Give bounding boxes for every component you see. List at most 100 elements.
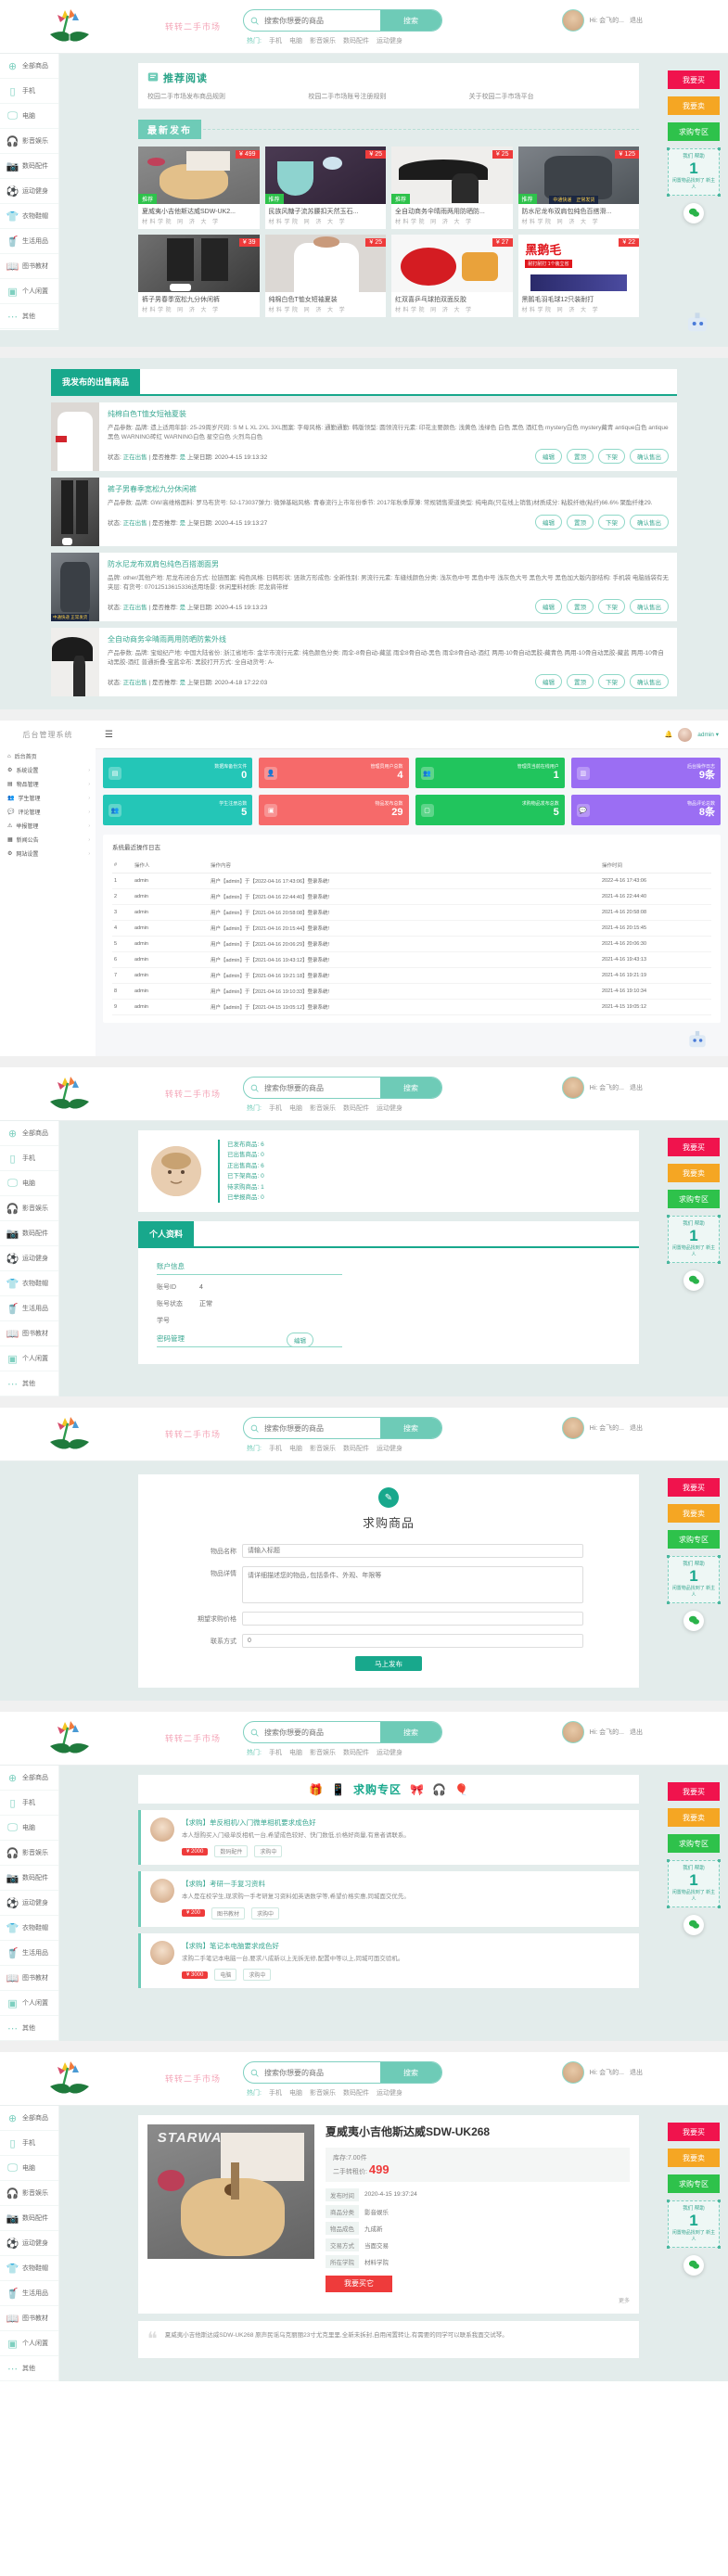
hot-keyword-0[interactable]: 手机 bbox=[268, 1446, 282, 1452]
sidebar-item-other[interactable]: ⋯ 其他 bbox=[0, 2356, 58, 2381]
more-link[interactable]: 更多 bbox=[618, 2298, 630, 2304]
sidebar-item-computer[interactable]: 🖵 电脑 bbox=[0, 1816, 58, 1841]
sidebar-item-media[interactable]: 🎧 影音娱乐 bbox=[0, 1841, 58, 1866]
expected-price-input[interactable] bbox=[242, 1612, 583, 1626]
product-card[interactable]: ¥ 25 推荐 民族风糖子流苏腰扣天然玉石... 材料学院 同 济 大 学 bbox=[264, 147, 386, 229]
want-to-buy-button[interactable]: 我要买 bbox=[668, 1138, 720, 1156]
listing-row[interactable]: 裤子男春季宽松九分休闲裤 产品参数: 品牌: GW/高维格面料: 罗马布货号: … bbox=[51, 478, 677, 546]
hot-keyword-2[interactable]: 影音娱乐 bbox=[309, 1446, 336, 1452]
admin-menu-system[interactable]: ⚙ 系统设置 › bbox=[0, 763, 96, 777]
sidebar-item-all[interactable]: ⊕ 全部商品 bbox=[0, 54, 58, 79]
hot-keyword-0[interactable]: 手机 bbox=[268, 2090, 282, 2097]
bell-icon[interactable]: 🔔 bbox=[664, 732, 673, 738]
product-card[interactable]: ¥ 27 红双喜乒乓球拍双面反胶 材料学院 同 济 大 学 bbox=[391, 235, 513, 317]
sidebar-item-sport[interactable]: ⚽ 运动健身 bbox=[0, 179, 58, 204]
want-to-sell-button[interactable]: 我要卖 bbox=[668, 2149, 720, 2167]
logout-link[interactable]: 退出 bbox=[630, 1085, 643, 1091]
sidebar-item-phone[interactable]: ▯ 手机 bbox=[0, 79, 58, 104]
sidebar-item-computer[interactable]: 🖵 电脑 bbox=[0, 1171, 58, 1196]
hot-keyword-3[interactable]: 数码配件 bbox=[342, 2090, 369, 2097]
sidebar-item-phone[interactable]: ▯ 手机 bbox=[0, 1146, 58, 1171]
sidebar-item-sport[interactable]: ⚽ 运动健身 bbox=[0, 1891, 58, 1916]
edit-button[interactable]: 编辑 bbox=[535, 674, 562, 690]
hot-keyword-4[interactable]: 运动健身 bbox=[376, 38, 402, 45]
logout-link[interactable]: 退出 bbox=[630, 1425, 643, 1432]
search-input[interactable] bbox=[264, 2062, 380, 2083]
site-logo[interactable] bbox=[0, 2052, 139, 2106]
hot-keyword-3[interactable]: 数码配件 bbox=[342, 1750, 369, 1756]
search-button[interactable]: 搜索 bbox=[380, 1722, 441, 1742]
hot-keyword-1[interactable]: 电脑 bbox=[288, 2090, 302, 2097]
stat-tile[interactable]: 👥 管理员当前在线用户 1 bbox=[415, 758, 565, 788]
search-button[interactable]: 搜索 bbox=[380, 10, 441, 31]
hot-keyword-4[interactable]: 运动健身 bbox=[376, 1446, 402, 1452]
hot-keyword-1[interactable]: 电脑 bbox=[288, 38, 302, 45]
search-button[interactable]: 搜索 bbox=[380, 1078, 441, 1098]
search-box[interactable]: 搜索 bbox=[243, 2061, 442, 2084]
pin-button[interactable]: 置顶 bbox=[567, 674, 594, 690]
want-to-sell-button[interactable]: 我要卖 bbox=[668, 1164, 720, 1182]
hot-keyword-2[interactable]: 影音娱乐 bbox=[309, 1750, 336, 1756]
edit-button[interactable]: 编辑 bbox=[287, 1333, 313, 1348]
stat-tile[interactable]: ▤ 数据库备份文件 0 bbox=[103, 758, 253, 788]
wechat-icon[interactable] bbox=[683, 1914, 704, 1935]
admin-menu-students[interactable]: 👥 学生管理 › bbox=[0, 791, 96, 805]
product-card[interactable]: ¥ 25 推荐 全自动商务伞晴雨两用防晒防... 材料学院 同 济 大 学 bbox=[391, 147, 513, 229]
confirm-sold-button[interactable]: 确认售出 bbox=[630, 599, 669, 615]
search-input[interactable] bbox=[264, 10, 380, 31]
sidebar-item-personal[interactable]: ▣ 个人闲置 bbox=[0, 2331, 58, 2356]
sidebar-item-personal[interactable]: ▣ 个人闲置 bbox=[0, 279, 58, 304]
avatar[interactable] bbox=[151, 1146, 201, 1197]
avatar[interactable] bbox=[561, 1077, 584, 1099]
sidebar-item-all[interactable]: ⊕ 全部商品 bbox=[0, 1766, 58, 1791]
site-logo[interactable] bbox=[0, 1712, 139, 1766]
edit-button[interactable]: 编辑 bbox=[535, 599, 562, 615]
edit-button[interactable]: 编辑 bbox=[535, 449, 562, 465]
want-to-sell-button[interactable]: 我要卖 bbox=[668, 96, 720, 115]
hot-keyword-2[interactable]: 影音娱乐 bbox=[309, 1105, 336, 1112]
publish-button[interactable]: 马上发布 bbox=[355, 1656, 422, 1671]
rec-link-1[interactable]: 校园二手市场账号注册规则 bbox=[308, 94, 387, 100]
pin-button[interactable]: 置顶 bbox=[567, 515, 594, 530]
sidebar-item-other[interactable]: ⋯ 其他 bbox=[0, 2016, 58, 2041]
sidebar-item-all[interactable]: ⊕ 全部商品 bbox=[0, 2106, 58, 2131]
buy-zone-button[interactable]: 求购专区 bbox=[668, 2174, 720, 2193]
item-title[interactable]: 【求购】单反相机/入门微单相机要求成色好 bbox=[182, 1818, 316, 1827]
site-logo[interactable] bbox=[0, 0, 139, 54]
pin-button[interactable]: 置顶 bbox=[567, 599, 594, 615]
item-detail-textarea[interactable] bbox=[242, 1566, 583, 1603]
sidebar-item-computer[interactable]: 🖵 电脑 bbox=[0, 104, 58, 129]
rec-link-0[interactable]: 校园二手市场发布商品规则 bbox=[147, 94, 225, 100]
want-to-buy-button[interactable]: 我要买 bbox=[668, 2123, 720, 2141]
item-name-input[interactable] bbox=[242, 1544, 583, 1558]
sidebar-item-digital[interactable]: 📷 数码配件 bbox=[0, 1221, 58, 1246]
want-to-buy-button[interactable]: 我要买 bbox=[668, 70, 720, 89]
hot-keyword-1[interactable]: 电脑 bbox=[288, 1446, 302, 1452]
admin-menu-news[interactable]: ▦ 新闻公告 › bbox=[0, 833, 96, 847]
logout-link[interactable]: 退出 bbox=[630, 18, 643, 24]
contact-input[interactable] bbox=[242, 1634, 583, 1648]
search-input[interactable] bbox=[264, 1418, 380, 1438]
search-input[interactable] bbox=[264, 1722, 380, 1742]
sidebar-item-sport[interactable]: ⚽ 运动健身 bbox=[0, 1246, 58, 1271]
product-image[interactable]: STARWAY bbox=[147, 2124, 314, 2259]
hot-keyword-1[interactable]: 电脑 bbox=[288, 1750, 302, 1756]
confirm-sold-button[interactable]: 确认售出 bbox=[630, 674, 669, 690]
stat-tile[interactable]: 👤 管理员用户总数 4 bbox=[259, 758, 409, 788]
buy-zone-button[interactable]: 求购专区 bbox=[668, 122, 720, 141]
avatar[interactable] bbox=[561, 2061, 584, 2084]
listing-row[interactable]: 纯棉白色T恤女短袖夏装 产品参数: 品牌: 遗上适用年龄: 25-29周岁尺码:… bbox=[51, 402, 677, 471]
buy-request-item[interactable]: 【求购】单反相机/入门微单相机要求成色好 本人想购买入门级单反相机一台,希望成色… bbox=[138, 1810, 639, 1866]
avatar[interactable] bbox=[561, 1721, 584, 1743]
buy-button[interactable]: 我要买它 bbox=[326, 2275, 392, 2292]
buy-request-item[interactable]: 【求购】笔记本电脑要求成色好 求购二手笔记本电脑一台,要求八成新以上无拆无修,配… bbox=[138, 1932, 639, 1989]
buy-request-item[interactable]: 【求购】考研一手复习资料 本人是在校学生,现求购一手考研复习资料如英语数学等,希… bbox=[138, 1871, 639, 1927]
sidebar-item-computer[interactable]: 🖵 电脑 bbox=[0, 2156, 58, 2181]
sidebar-item-phone[interactable]: ▯ 手机 bbox=[0, 2131, 58, 2156]
sidebar-item-clothes[interactable]: 👕 衣物鞋帽 bbox=[0, 2256, 58, 2281]
pin-button[interactable]: 置顶 bbox=[567, 449, 594, 465]
sidebar-item-media[interactable]: 🎧 影音娱乐 bbox=[0, 129, 58, 154]
sidebar-item-daily[interactable]: 🥤 生活用品 bbox=[0, 2281, 58, 2306]
hot-keyword-2[interactable]: 影音娱乐 bbox=[309, 2090, 336, 2097]
sidebar-item-phone[interactable]: ▯ 手机 bbox=[0, 1791, 58, 1816]
